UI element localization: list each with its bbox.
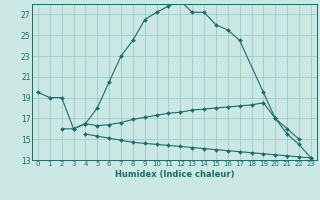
X-axis label: Humidex (Indice chaleur): Humidex (Indice chaleur) bbox=[115, 170, 234, 179]
